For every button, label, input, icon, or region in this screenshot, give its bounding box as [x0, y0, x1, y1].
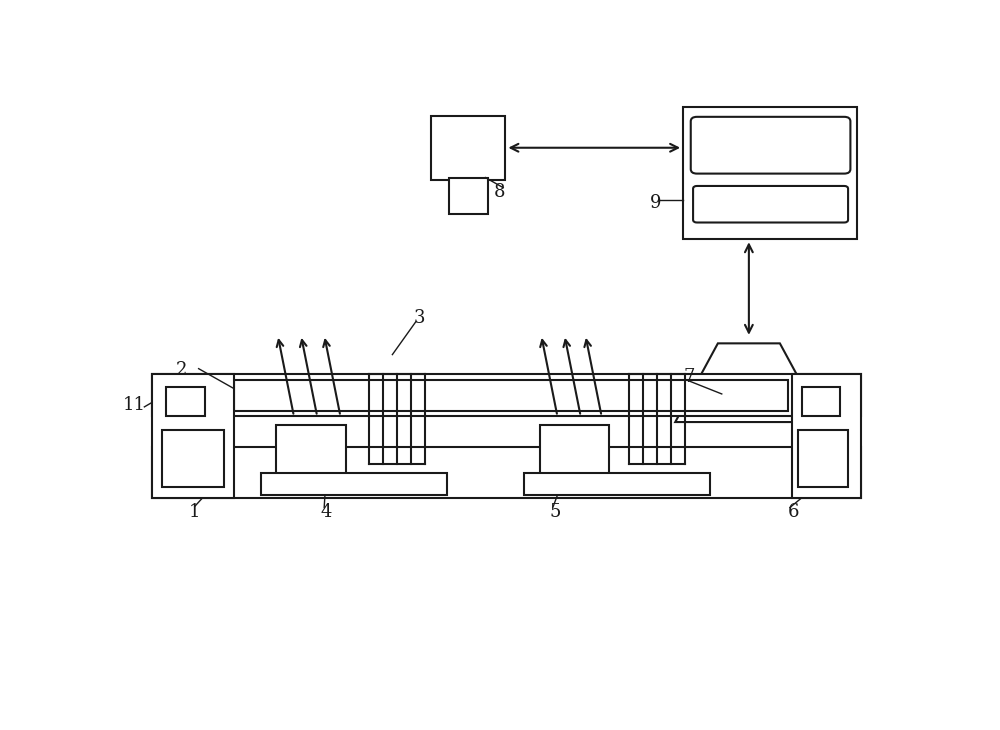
Bar — [152, 447, 861, 498]
Bar — [166, 387, 205, 416]
Text: 4: 4 — [321, 503, 332, 521]
Text: 6: 6 — [787, 503, 799, 521]
Bar — [449, 177, 488, 214]
Text: 1: 1 — [189, 503, 200, 521]
Text: 11: 11 — [123, 396, 146, 414]
Text: 3: 3 — [414, 309, 425, 327]
FancyBboxPatch shape — [693, 186, 848, 223]
Bar — [683, 107, 857, 239]
Bar — [540, 425, 609, 484]
Text: 5: 5 — [549, 503, 561, 521]
Bar — [524, 472, 710, 495]
Bar — [431, 116, 505, 180]
Bar — [234, 380, 788, 411]
Bar — [792, 374, 861, 498]
Bar — [798, 431, 848, 487]
Polygon shape — [675, 343, 822, 422]
Bar — [152, 374, 861, 416]
Text: 2: 2 — [176, 361, 187, 379]
FancyBboxPatch shape — [691, 117, 850, 174]
Text: 8: 8 — [494, 182, 505, 201]
Bar — [802, 387, 840, 416]
Text: 9: 9 — [650, 194, 662, 212]
Bar — [162, 431, 224, 487]
Bar — [276, 425, 346, 484]
Bar — [152, 374, 234, 498]
Bar — [261, 472, 447, 495]
Text: 7: 7 — [684, 368, 695, 386]
